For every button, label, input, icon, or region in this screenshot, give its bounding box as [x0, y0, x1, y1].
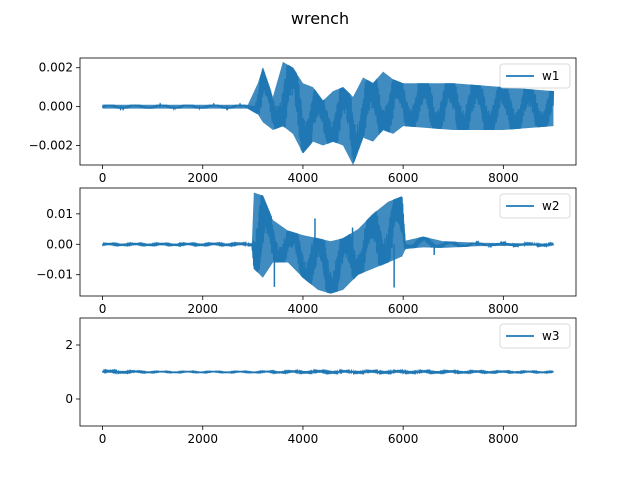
- legend-label: w3: [542, 329, 559, 343]
- series-w3-line: [101, 368, 554, 376]
- legend-label: w1: [542, 69, 559, 83]
- y-tick-label: 0.00: [46, 237, 73, 251]
- legend-label: w2: [542, 199, 559, 213]
- x-tick-label: 0: [99, 432, 107, 446]
- figure-title: wrench: [291, 9, 349, 28]
- x-tick-label: 6000: [388, 432, 419, 446]
- y-tick-label: −0.01: [36, 268, 73, 282]
- x-tick-label: 8000: [488, 302, 519, 316]
- legend: w1: [499, 63, 571, 89]
- series-w1-envelope: [102, 61, 554, 165]
- x-tick-label: 6000: [388, 171, 419, 185]
- x-tick-label: 4000: [288, 171, 319, 185]
- x-tick-label: 2000: [187, 171, 218, 185]
- y-tick-label: −0.002: [29, 139, 73, 153]
- x-tick-label: 4000: [288, 432, 319, 446]
- legend: w3: [499, 323, 571, 349]
- y-tick-label: 0.002: [39, 61, 73, 75]
- x-tick-label: 0: [99, 302, 107, 316]
- axes-frame: [79, 187, 577, 297]
- x-tick-label: 4000: [288, 302, 319, 316]
- y-tick-label: 0: [65, 392, 73, 406]
- axes-frame: [79, 317, 577, 427]
- series-w1-line: [101, 64, 555, 163]
- x-tick-label: 2000: [187, 302, 218, 316]
- y-tick-label: 0.000: [39, 100, 73, 114]
- y-tick-label: 0.01: [46, 207, 73, 221]
- x-tick-label: 8000: [488, 432, 519, 446]
- axes-frame: [79, 57, 577, 166]
- subplot-w3: 0 2000 4000 6000 8000 0 2 w3: [65, 317, 577, 446]
- legend: w2: [499, 193, 571, 219]
- subplot-w1: 0 2000 4000 6000 8000 −0.002 0.000 0.002 w1: [29, 57, 577, 185]
- legend-box: [499, 323, 571, 349]
- y-tick-label: 2: [65, 338, 73, 352]
- series-w2-envelope: [102, 192, 554, 294]
- legend-box: [499, 63, 571, 89]
- subplot-w2: 0 2000 4000 6000 8000 −0.01 0.00 0.01 w2: [36, 187, 577, 316]
- series-w2-line: [101, 194, 555, 294]
- x-tick-label: 2000: [187, 432, 218, 446]
- x-tick-label: 0: [99, 171, 107, 185]
- x-tick-label: 8000: [488, 171, 519, 185]
- x-tick-label: 6000: [388, 302, 419, 316]
- legend-box: [499, 193, 571, 219]
